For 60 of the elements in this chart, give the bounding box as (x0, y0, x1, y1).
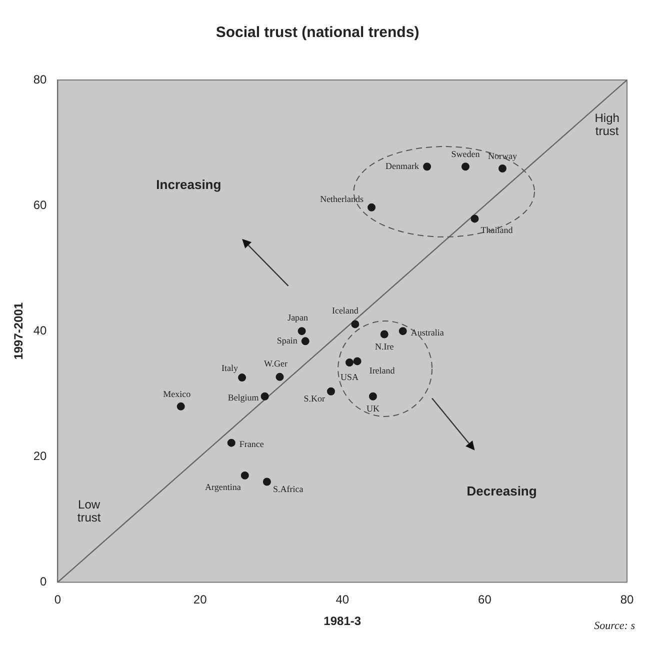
point (423, 162, 432, 171)
annotation: Australia (410, 327, 444, 338)
annotation: S.Kor (304, 394, 325, 404)
annotation: France (239, 439, 264, 450)
x-tick-label: 20 (193, 592, 208, 607)
point (470, 214, 479, 223)
point (351, 320, 360, 328)
point (345, 358, 354, 366)
annotation: USA (340, 372, 359, 382)
point (227, 438, 236, 447)
annotation: Low trust (77, 498, 102, 525)
x-tick-label: 80 (620, 592, 634, 607)
point (368, 392, 377, 400)
point (498, 164, 506, 173)
point (461, 162, 470, 171)
annotation: Spain (276, 336, 298, 346)
point (326, 387, 335, 396)
annotation: N.Ire (374, 342, 394, 352)
y-tick-label: 0 (40, 574, 48, 589)
annotation: Iceland (332, 306, 359, 316)
y-tick-label: 40 (33, 323, 48, 338)
point (368, 203, 376, 212)
annotation: Italy (222, 362, 239, 373)
point (298, 327, 306, 336)
y-axis-title: 1997-2001 (12, 302, 26, 360)
y-tick-label: 20 (33, 448, 48, 463)
point (260, 392, 269, 400)
annotation: Argentina (205, 482, 241, 492)
point (353, 357, 362, 366)
point (262, 478, 271, 486)
annotation: Decreasing (466, 483, 537, 498)
source-note: Source: s (594, 620, 635, 632)
point (380, 330, 388, 338)
point (398, 327, 407, 336)
annotation: Increasing (156, 177, 222, 192)
y-tick-label: 80 (33, 72, 48, 86)
annotation: W.Ger (264, 358, 288, 368)
point (238, 374, 246, 382)
annotation: Japan (288, 312, 309, 322)
annotation: Mexico (163, 388, 192, 399)
point (176, 402, 185, 410)
x-tick-label: 0 (54, 592, 62, 607)
annotation: Norway (488, 150, 518, 161)
chart-title: Social trust (national trends) (216, 24, 420, 42)
annotation: Belgium (228, 392, 259, 403)
annotation: Netherlands (320, 194, 364, 204)
point (276, 372, 284, 381)
point (240, 471, 249, 480)
annotation: Sweden (451, 148, 480, 159)
x-axis-title: 1981-3 (324, 614, 362, 628)
annotation: Thailand (480, 225, 514, 236)
annotation: Denmark (386, 160, 420, 171)
annotation: S.Africa (272, 484, 304, 494)
x-tick-label: 40 (336, 592, 350, 607)
annotation: Ireland (369, 366, 396, 376)
annotation: High trust (594, 111, 620, 138)
y-tick-label: 60 (33, 198, 48, 212)
annotation: UK (366, 404, 380, 414)
x-tick-label: 60 (478, 592, 492, 607)
point (301, 337, 310, 346)
